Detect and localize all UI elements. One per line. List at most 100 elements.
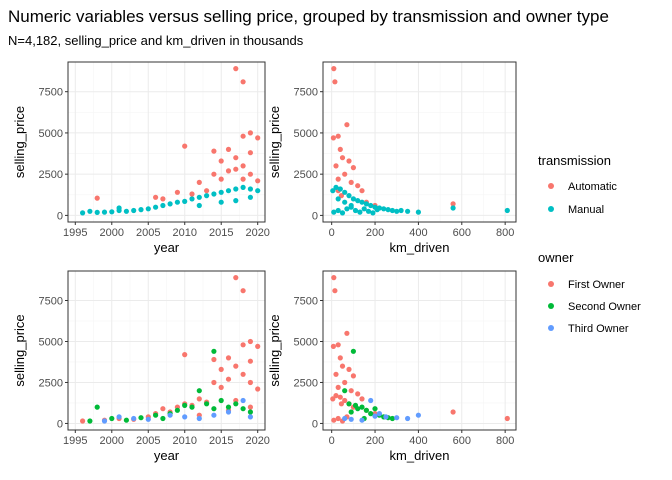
data-point <box>240 79 246 85</box>
data-point <box>233 363 239 369</box>
data-point <box>352 207 359 214</box>
data-point <box>196 396 202 402</box>
x-axis-label: km_driven <box>390 448 450 463</box>
data-point <box>332 288 338 294</box>
data-point <box>240 184 246 190</box>
data-point <box>160 415 166 422</box>
data-point <box>225 188 232 194</box>
data-point <box>160 202 166 209</box>
panel-border <box>322 270 517 431</box>
x-tick-label: 0 <box>329 227 335 239</box>
data-point <box>332 79 338 85</box>
data-point <box>339 155 346 161</box>
data-point <box>211 356 217 363</box>
data-point <box>365 208 372 214</box>
data-point <box>344 122 350 128</box>
data-point <box>196 194 202 200</box>
data-point <box>333 163 339 169</box>
legend-key <box>548 183 554 189</box>
data-point <box>218 199 224 205</box>
data-point <box>204 401 210 407</box>
data-point <box>233 186 239 192</box>
x-tick-label: 600 <box>453 435 471 447</box>
data-point <box>361 206 367 212</box>
data-point <box>405 415 411 422</box>
data-point <box>123 208 129 214</box>
data-point <box>394 415 400 421</box>
data-point <box>218 189 224 195</box>
data-point <box>174 407 180 413</box>
y-tick-label: 2500 <box>39 169 63 181</box>
data-point <box>255 135 261 141</box>
data-point <box>153 412 159 418</box>
data-point <box>116 414 122 420</box>
data-point <box>348 409 354 415</box>
scatter-panel-1: 1995 2000 2005 2010 2015 2020 0 2500 5000 7500 yea… <box>12 61 270 255</box>
data-point <box>240 397 246 404</box>
data-point <box>94 209 100 215</box>
data-point <box>255 343 261 349</box>
data-point <box>363 407 369 413</box>
data-point <box>352 402 359 408</box>
data-point <box>255 178 261 184</box>
data-point <box>359 417 365 423</box>
legend-label: Third Owner <box>568 323 629 335</box>
data-point <box>196 179 202 185</box>
scatter-panel-3: 1995 2000 2005 2010 2015 2020 0 2500 5000 7500 yea… <box>12 270 270 463</box>
y-tick-label: 5000 <box>39 128 63 140</box>
data-point <box>247 338 253 345</box>
data-point <box>211 348 217 354</box>
data-point <box>196 388 202 394</box>
data-point <box>174 189 180 195</box>
x-tick-label: 400 <box>409 435 427 447</box>
data-point <box>94 195 100 201</box>
legend-label: First Owner <box>568 279 625 291</box>
data-point <box>342 189 348 195</box>
data-point <box>333 371 339 377</box>
data-point <box>240 176 246 182</box>
data-point <box>370 210 376 216</box>
x-tick-label: 1995 <box>63 227 87 239</box>
x-tick-label: 2015 <box>209 227 233 239</box>
y-tick-label: 2500 <box>294 169 318 181</box>
data-point <box>337 355 343 361</box>
data-point <box>346 401 352 407</box>
data-point <box>374 207 380 213</box>
data-point <box>355 198 361 204</box>
data-point <box>189 404 195 410</box>
data-point <box>405 208 411 214</box>
y-tick-label: 0 <box>57 210 63 222</box>
data-point <box>247 194 253 200</box>
data-point <box>240 342 246 348</box>
chart-title: Numeric variables versus selling price, … <box>8 7 609 26</box>
data-point <box>153 194 159 200</box>
data-point <box>247 171 253 177</box>
data-point <box>342 388 348 394</box>
data-point <box>331 209 337 215</box>
y-tick-label: 2500 <box>39 377 63 389</box>
y-axis-label: selling_price <box>12 106 27 178</box>
data-point <box>330 396 336 402</box>
data-point <box>342 199 348 205</box>
data-point <box>211 171 217 177</box>
data-point <box>333 393 339 399</box>
x-tick-label: 2000 <box>100 435 124 447</box>
data-point <box>204 193 210 199</box>
data-point <box>233 198 239 204</box>
data-point <box>182 414 188 420</box>
data-point <box>138 415 144 421</box>
data-point <box>350 165 356 171</box>
data-point <box>204 188 210 194</box>
data-point <box>348 388 354 394</box>
data-point <box>346 366 352 372</box>
data-point <box>346 193 352 199</box>
data-point <box>247 358 253 364</box>
data-point <box>359 404 365 410</box>
data-point <box>109 415 115 422</box>
x-tick-label: 200 <box>366 227 384 239</box>
y-tick-label: 5000 <box>39 336 63 348</box>
panel-border <box>67 270 266 431</box>
data-point <box>233 275 239 281</box>
data-point <box>247 404 253 410</box>
